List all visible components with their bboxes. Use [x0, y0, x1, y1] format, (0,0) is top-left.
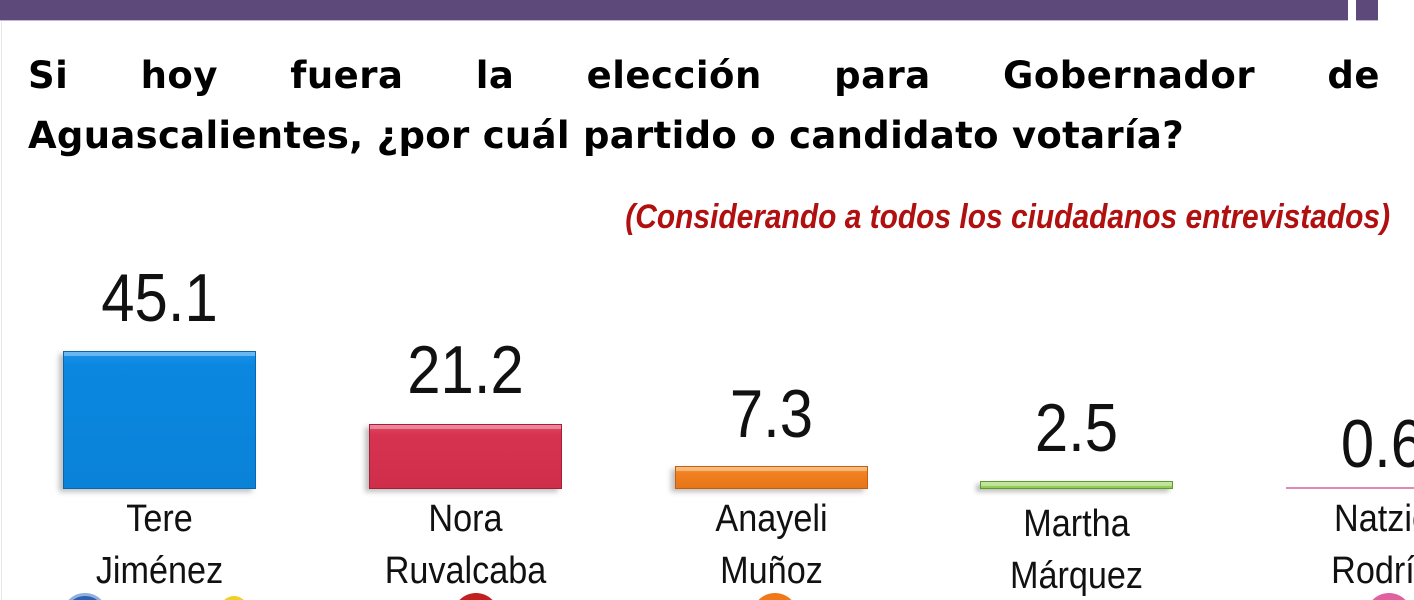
- title-word: la: [475, 54, 515, 97]
- candidate-name: Anayeli Muñoz: [715, 498, 828, 592]
- bar-group-natzie-rodrig: 0.6 Natzie Rodríg: [1286, 250, 1414, 600]
- bar-group-martha-marquez: 2.5 Martha Márquez: [980, 250, 1173, 600]
- bar-group-tere-jimenez: 45.1 Tere Jiménez: [63, 250, 256, 600]
- candidate-name: Martha Márquez: [1009, 503, 1144, 597]
- bar-nora-ruvalcaba[interactable]: [369, 424, 562, 489]
- left-border: [1, 22, 2, 600]
- title-word: fuera: [290, 54, 404, 97]
- bar-value-label: 7.3: [729, 376, 814, 452]
- bar-anayeli-munoz[interactable]: [675, 466, 868, 489]
- title-line-1: Si hoy fuera la elección para Gobernador…: [28, 46, 1380, 106]
- bar-group-anayeli-munoz: 7.3 Anayeli Muñoz: [675, 250, 868, 600]
- candidate-name: Tere Jiménez: [95, 498, 224, 592]
- bar-value-label: 0.6: [1340, 406, 1414, 482]
- bar-group-nora-ruvalcaba: 21.2 Nora Ruvalcaba: [369, 250, 562, 600]
- header-bar-tab: [1356, 0, 1378, 21]
- bar-value-label: 2.5: [1034, 390, 1119, 466]
- chart-subtitle: (Considerando a todos los ciudadanos ent…: [625, 198, 1390, 236]
- title-word: elección: [586, 54, 762, 97]
- candidate-name: Nora Ruvalcaba: [384, 498, 547, 592]
- bar-value-label: 21.2: [407, 332, 524, 408]
- chart-title: Si hoy fuera la elección para Gobernador…: [28, 46, 1408, 166]
- bar-value-label: 45.1: [101, 260, 218, 336]
- title-word: de: [1327, 54, 1380, 97]
- bar-martha-marquez[interactable]: [980, 481, 1173, 489]
- candidate-name: Natzie Rodríg: [1331, 498, 1414, 592]
- bar-natzie-rodrig[interactable]: [1286, 487, 1414, 491]
- title-word: Gobernador: [1003, 54, 1256, 97]
- title-word: para: [834, 54, 931, 97]
- title-line-2: Aguascalientes, ¿por cuál partido o cand…: [28, 114, 1184, 157]
- header-bar: [0, 0, 1348, 21]
- bar-tere-jimenez[interactable]: [63, 351, 256, 489]
- title-word: Si: [28, 54, 69, 97]
- title-word: hoy: [140, 54, 218, 97]
